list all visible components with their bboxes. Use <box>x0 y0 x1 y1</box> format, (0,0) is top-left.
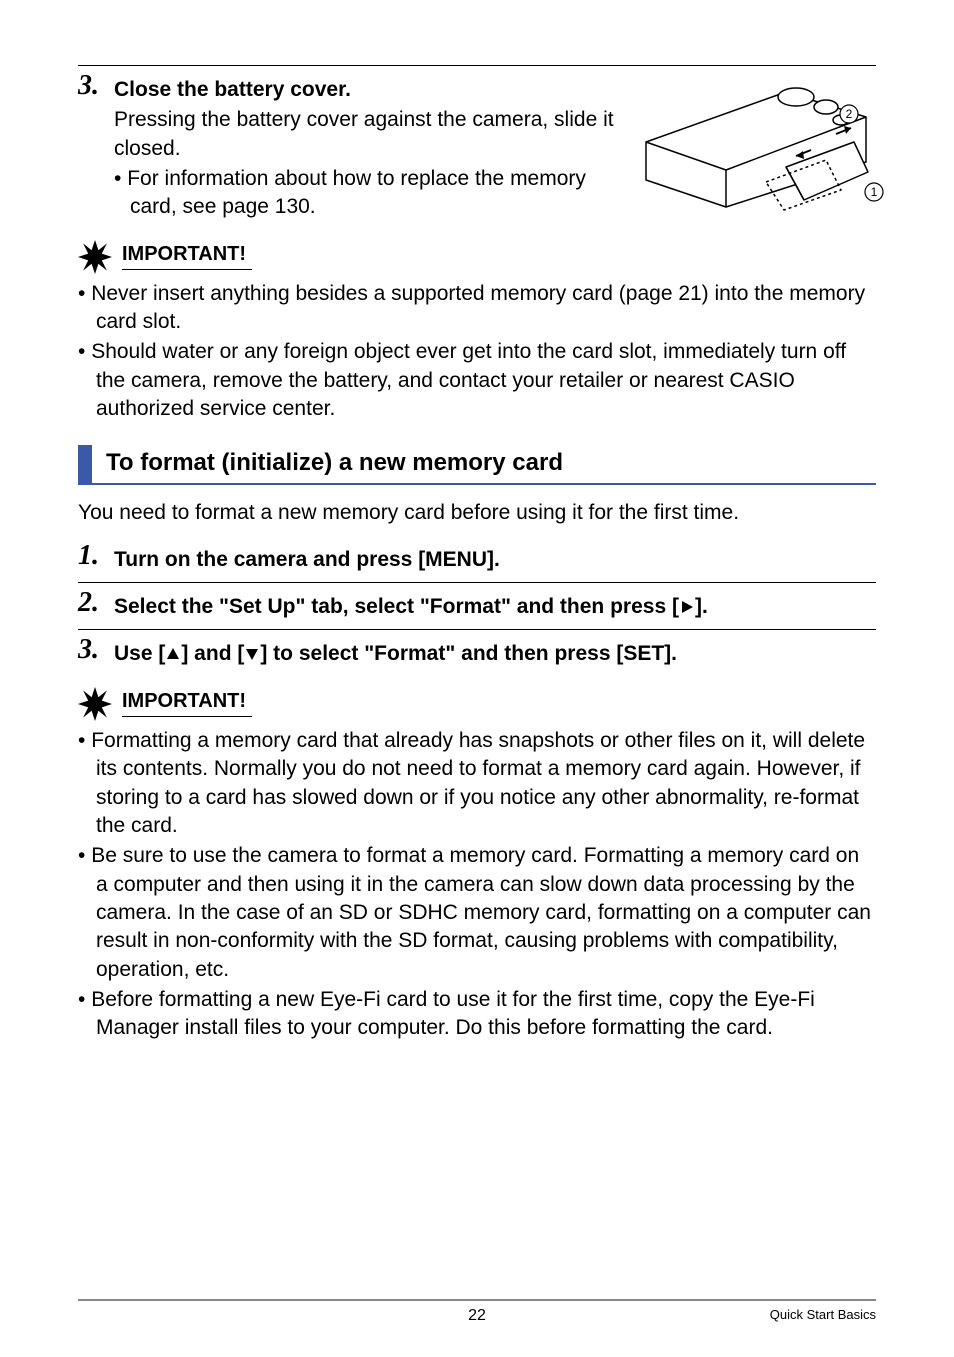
step-number: 1. <box>78 542 108 570</box>
init-step-1: 1. Turn on the camera and press [MENU]. <box>78 542 876 574</box>
page-footer: 22 Quick Start Basics <box>78 1299 876 1329</box>
step-body: Select the "Set Up" tab, select "Format"… <box>114 589 876 621</box>
step-desc: Pressing the battery cover against the c… <box>114 106 614 163</box>
important-list-2: Formatting a memory card that already ha… <box>78 727 876 1043</box>
section-intro: You need to format a new memory card bef… <box>78 499 876 527</box>
section-bar <box>78 445 92 483</box>
text-part: Select the "Set Up" tab, select "Format"… <box>114 595 679 618</box>
list-item: Before formatting a new Eye-Fi card to u… <box>78 986 876 1043</box>
section-title: To format (initialize) a new memory card <box>106 445 563 483</box>
up-triangle-icon <box>165 646 181 662</box>
callout-2: 2 <box>846 107 853 121</box>
step-body: Turn on the camera and press [MENU]. <box>114 542 876 574</box>
text-part: Use [ <box>114 642 165 665</box>
step3-block: 3. Close the battery cover. Pressing the… <box>78 72 876 222</box>
down-triangle-icon <box>244 646 260 662</box>
starburst-icon <box>78 687 112 721</box>
step-number: 3. <box>78 72 108 100</box>
step-text: Use [ ] and [ ] to select "Format" and the… <box>114 640 876 668</box>
important-header-1: IMPORTANT! <box>78 240 876 274</box>
important-label: IMPORTANT! <box>122 690 252 717</box>
page-number: 22 <box>78 1307 876 1325</box>
starburst-icon <box>78 240 112 274</box>
text-part: ]. <box>695 595 708 618</box>
init-step-3: 3. Use [ ] and [ ] to select "Format" and … <box>78 636 876 668</box>
step-text: Turn on the camera and press [MENU]. <box>114 546 876 574</box>
list-item: Be sure to use the camera to format a me… <box>78 842 876 984</box>
init-step-2: 2. Select the "Set Up" tab, select "Form… <box>78 589 876 621</box>
text-part: ] and [ <box>181 642 244 665</box>
step-title: Close the battery cover. <box>114 76 614 104</box>
important-list-1: Never insert anything besides a supporte… <box>78 280 876 424</box>
important-label: IMPORTANT! <box>122 243 252 270</box>
text-part: ] to select "Format" and then press [SET… <box>260 642 677 665</box>
rule-top <box>78 65 876 66</box>
camera-illustration: 1 2 <box>636 72 886 212</box>
callout-1: 1 <box>871 185 878 199</box>
step-body: Close the battery cover. Pressing the ba… <box>114 72 614 222</box>
step-text: Select the "Set Up" tab, select "Format"… <box>114 593 876 621</box>
right-triangle-icon <box>679 599 695 615</box>
step-bullet: • For information about how to replace t… <box>114 165 614 222</box>
step-bullet-text: For information about how to replace the… <box>127 167 586 218</box>
list-item: Should water or any foreign object ever … <box>78 338 876 423</box>
list-item: Never insert anything besides a supporte… <box>78 280 876 337</box>
step-number: 2. <box>78 589 108 617</box>
footer-section: Quick Start Basics <box>770 1307 876 1322</box>
step-body: Use [ ] and [ ] to select "Format" and the… <box>114 636 876 668</box>
step-number: 3. <box>78 636 108 664</box>
rule <box>78 629 876 630</box>
page: 3. Close the battery cover. Pressing the… <box>0 0 954 1357</box>
list-item: Formatting a memory card that already ha… <box>78 727 876 840</box>
rule <box>78 582 876 583</box>
section-heading: To format (initialize) a new memory card <box>78 445 876 485</box>
important-header-2: IMPORTANT! <box>78 687 876 721</box>
